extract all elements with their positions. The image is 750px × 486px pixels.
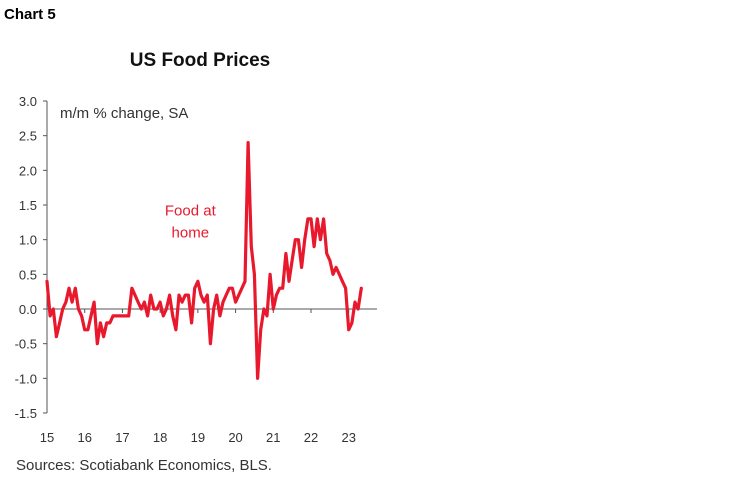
x-tick-label: 21	[266, 430, 280, 445]
x-tick-label: 22	[304, 430, 318, 445]
food-at-home-line	[45, 141, 363, 380]
y-axis-unit-label: m/m % change, SA	[60, 105, 188, 122]
x-tick-label: 16	[77, 430, 91, 445]
x-tick-label: 19	[191, 430, 205, 445]
y-tick-label: 3.0	[19, 94, 37, 109]
y-tick-label: 2.0	[19, 163, 37, 178]
x-tick-label: 15	[40, 430, 54, 445]
y-tick-label: -0.5	[15, 337, 37, 352]
chart-series	[45, 141, 363, 380]
x-tick-label: 20	[228, 430, 242, 445]
chart-annotations: Food at home	[165, 202, 217, 241]
y-tick-label: -1.5	[15, 406, 37, 421]
series-annotation: Food at	[165, 202, 217, 219]
y-tick-label: 1.5	[19, 198, 37, 213]
y-tick-label: 0.5	[19, 267, 37, 282]
x-tick-label: 23	[341, 430, 355, 445]
y-tick-label: 1.0	[19, 233, 37, 248]
x-tick-label: 18	[153, 430, 167, 445]
chart-label: Chart 5	[4, 6, 56, 23]
y-tick-label: 0.0	[19, 302, 37, 317]
chart-title: US Food Prices	[129, 50, 271, 71]
source-note: Sources: Scotiabank Economics, BLS.	[16, 457, 272, 474]
y-tick-label: 2.5	[19, 129, 37, 144]
x-tick-label: 17	[115, 430, 129, 445]
chart-tick-labels: 3.0 2.5 2.0 1.5 1.0 0.5 0.0 -0.5 -1.0 -1.515 16 17 1…	[15, 94, 356, 445]
y-tick-label: -1.0	[15, 371, 37, 386]
series-annotation: home	[172, 224, 210, 241]
